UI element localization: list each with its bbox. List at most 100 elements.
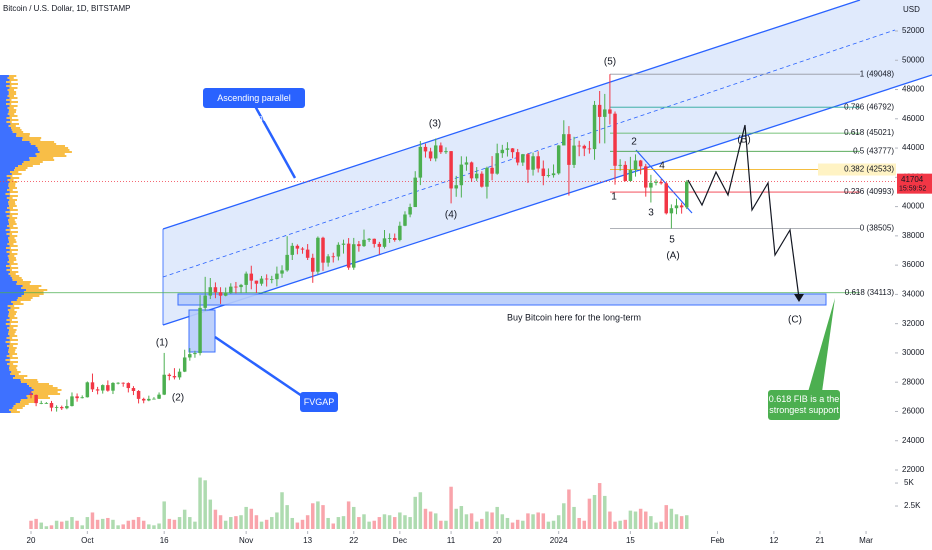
candle-body	[490, 167, 494, 174]
volume-profile-bar	[22, 285, 42, 287]
volume-bar	[644, 511, 648, 529]
projection-arrow	[794, 294, 804, 302]
candle-body	[311, 257, 315, 272]
volume-profile-bar	[15, 375, 28, 377]
volume-profile-bar	[10, 123, 19, 125]
volume-profile-bar	[6, 175, 13, 177]
volume-profile-bar	[0, 223, 10, 225]
volume-profile-bar	[11, 277, 22, 279]
volume-profile-bar	[16, 133, 30, 135]
volume-profile-bar	[0, 391, 32, 393]
volume-bar	[59, 521, 64, 529]
candle-body	[444, 151, 448, 153]
volume-profile-bar	[7, 315, 15, 317]
candle-body	[567, 134, 571, 165]
candle-body	[234, 286, 238, 288]
volume-profile-bar	[9, 223, 17, 225]
volume-bar	[275, 512, 279, 529]
volume-bar	[193, 521, 197, 529]
candle-body	[674, 205, 679, 209]
candle-body	[536, 156, 540, 169]
volume-profile-bar	[9, 105, 18, 107]
volume-tick-label: 5K	[904, 478, 914, 487]
volume-bar	[213, 509, 218, 529]
volume-profile-bar	[0, 215, 7, 217]
volume-profile-bar	[0, 325, 10, 327]
volume-profile-bar	[0, 329, 10, 331]
candle-body	[275, 273, 279, 280]
volume-profile-bar	[0, 179, 8, 181]
volume-profile-bar	[5, 229, 11, 231]
volume-profile-bar	[0, 155, 37, 157]
volume-bar	[34, 518, 38, 529]
volume-bar	[259, 521, 264, 529]
volume-profile-bar	[0, 397, 28, 399]
volume-profile-bar	[8, 367, 17, 369]
volume-bar	[316, 501, 320, 529]
volume-profile-bar	[8, 219, 15, 221]
fib-label: 0.786 (46792)	[844, 102, 894, 111]
volume-profile-bar	[0, 97, 10, 99]
volume-profile-bar	[0, 131, 13, 133]
volume-profile-bar	[7, 95, 15, 97]
volume-profile-bar	[9, 249, 18, 251]
candle-body	[59, 407, 64, 409]
volume-profile-bar	[0, 255, 8, 257]
volume-profile-bar	[10, 171, 19, 173]
volume-bar	[85, 517, 90, 529]
volume-profile-bar	[13, 405, 25, 407]
volume-bar	[357, 517, 361, 529]
volume-profile-bar	[0, 125, 9, 127]
volume-profile-bar	[0, 117, 7, 119]
volume-profile-bar	[8, 313, 16, 315]
volume-bar	[562, 503, 566, 529]
volume-bar	[556, 515, 561, 529]
volume-profile-bar	[0, 191, 10, 193]
volume-bar	[290, 517, 295, 529]
candle-body	[464, 162, 469, 165]
volume-profile-bar	[26, 383, 50, 385]
y-tick-label: 30000	[902, 348, 925, 357]
candle-body	[336, 244, 341, 257]
volume-bar	[372, 520, 376, 529]
price-tag-value: 41704	[901, 175, 924, 184]
volume-bar	[623, 519, 628, 529]
volume-profile-bar	[0, 197, 7, 199]
candle-body	[208, 287, 213, 296]
volume-profile-bar	[0, 181, 10, 183]
candle-body	[623, 164, 628, 181]
volume-profile-bar	[6, 121, 12, 123]
volume-profile-bar	[9, 97, 18, 99]
volume-profile-bar	[16, 283, 30, 285]
volume-profile-bar	[37, 147, 69, 149]
volume-profile-bar	[0, 251, 7, 253]
volume-profile-bar	[7, 207, 14, 209]
volume-profile-bar	[0, 265, 7, 267]
candle-body	[454, 185, 458, 189]
candle-body	[357, 244, 361, 247]
volume-profile-bar	[9, 353, 18, 355]
candle-body	[172, 376, 177, 378]
volume-profile-bar	[0, 303, 13, 305]
volume-bar	[95, 519, 100, 529]
volume-profile-bar	[17, 297, 33, 299]
wave-label: 4	[659, 161, 665, 172]
volume-bar	[362, 514, 366, 529]
candle-body	[521, 154, 525, 163]
volume-bar	[444, 520, 448, 529]
volume-bar	[664, 505, 668, 529]
volume-bar	[633, 511, 638, 529]
volume-profile-bar	[0, 409, 10, 411]
volume-profile-bar	[9, 231, 18, 233]
volume-profile-bar	[0, 281, 17, 283]
volume-profile-bar	[0, 393, 34, 395]
volume-profile-bar	[0, 147, 38, 149]
candle-body	[218, 292, 223, 296]
volume-profile-bar	[16, 299, 31, 301]
volume-profile-bar	[29, 159, 55, 161]
volume-profile-bar	[9, 209, 18, 211]
volume-bar	[331, 523, 335, 529]
candle-body	[608, 109, 612, 114]
volume-profile-bar	[16, 135, 30, 137]
